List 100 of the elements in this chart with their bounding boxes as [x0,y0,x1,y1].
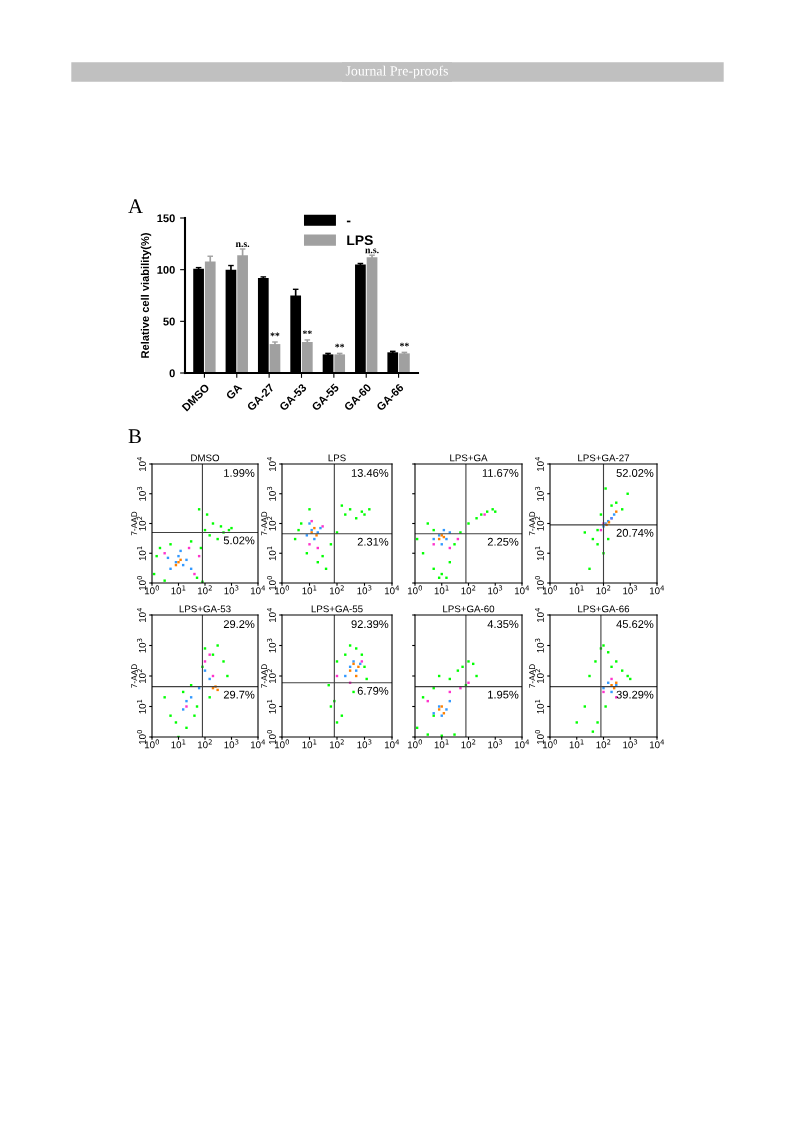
chart-title: LPS+GA-55 [311,605,363,613]
x-tick-label: 10$^{2}$ [596,585,611,595]
x-tick-label: 10$^{4}$ [514,739,530,749]
annotation: 39.29% [616,690,654,699]
y-axis-title: 7-AAD [529,664,536,688]
y-tick-label: 10$^{1}$ [267,699,276,714]
y-tick-label: 10$^{4}$ [535,456,544,472]
x-tick-label: 10$^{2}$ [461,585,476,595]
text: A [128,199,143,214]
x-tick-label: 10$^{1}$ [171,739,186,749]
x-tick-label: 10$^{4}$ [514,585,530,595]
legend-label: LPS [347,235,373,246]
y-tick-label: 10$^{3}$ [136,486,146,501]
y-axis-title: 7-AAD [131,664,138,688]
x-tick-label: 10$^{1}$ [434,585,449,595]
y-tick-label: 10$^{3}$ [136,638,146,653]
annotation: 29.2% [223,620,255,629]
x-tick-label: 10$^{0}$ [542,739,558,749]
annotation: 2.31% [357,537,389,546]
x-tick-label: 10$^{4}$ [250,739,266,749]
annotation: 6.79% [357,686,389,695]
y-tick-label: 10$^{1}$ [137,546,146,561]
x-tick-label: 10$^{3}$ [623,739,638,749]
x-tick-label: 10$^{3}$ [224,739,239,749]
x-tick-label: 10$^{3}$ [357,585,372,595]
y-axis-title: 7-AAD [261,664,268,688]
chart-title: LPS+GA-27 [578,454,630,462]
chart-title: LPS+GA-60 [443,605,495,613]
y-tick-label: 10$^{3}$ [534,638,544,653]
y-tick-label: 10$^{3}$ [266,638,276,653]
x-tick-label: 10$^{1}$ [302,739,317,749]
chart-title: LPS+GA-66 [578,605,630,613]
y-tick-label: 0 [169,369,175,378]
y-tick-label: 10$^{2}$ [534,516,544,531]
y-tick-label: 10$^{2}$ [136,669,146,684]
x-tick-label: 10$^{0}$ [542,585,558,595]
y-tick-label: 100 [157,265,175,274]
y-axis-title: 7-AAD [261,511,268,536]
x-tick-label: 10$^{0}$ [407,739,423,749]
x-tick-label: 10$^{3}$ [224,585,239,595]
y-tick-label: 10$^{4}$ [267,456,276,472]
x-tick-label: 10$^{4}$ [250,585,266,595]
chart-title: DMSO [191,454,220,462]
y-tick-label: 10$^{2}$ [266,516,276,531]
y-tick-label: 50 [163,317,175,326]
annotation: ** [335,343,345,348]
legend-label: - [346,220,351,223]
x-tick-label: 10$^{0}$ [274,739,290,749]
x-tick-label: 10$^{0}$ [144,585,160,595]
x-tick-label: 10$^{3}$ [488,585,503,595]
y-tick-label: 150 [157,214,175,223]
y-axis-title: Relative cell viability(%) [140,233,152,358]
y-tick-label: 10$^{1}$ [535,699,544,714]
text: B [128,429,141,444]
y-tick-label: 10$^{2}$ [266,669,276,684]
y-tick-label: 10$^{2}$ [534,669,544,684]
annotation: 2.25% [487,537,519,546]
x-tick-label: 10$^{4}$ [649,585,665,595]
x-tick-label: 10$^{0}$ [274,585,290,595]
chart-title: LPS [328,454,346,462]
x-tick-label: 10$^{2}$ [329,585,344,595]
annotation: 52.02% [616,469,654,477]
annotation: ** [302,330,312,335]
x-tick-label: 10$^{2}$ [596,739,611,749]
chart-title: LPS+GA-53 [179,605,231,613]
annotation: ** [270,332,280,337]
x-tick-label: 10$^{3}$ [357,739,372,749]
annotation: 11.67% [482,469,519,477]
annotation: 4.35% [487,620,519,629]
x-tick-label: 10$^{2}$ [197,739,212,749]
y-tick-label: 10$^{4}$ [267,607,276,623]
x-tick-label: 10$^{2}$ [197,585,212,595]
annotation: 5.02% [223,536,255,545]
annotation: 29.7% [223,690,255,699]
annotation: 92.39% [351,620,389,629]
annotation: 20.74% [616,528,654,537]
x-tick-label: 10$^{4}$ [649,739,665,749]
x-tick-label: 10$^{3}$ [623,585,638,595]
chart-title: LPS+GA [450,454,488,462]
x-tick-label: 10$^{4}$ [384,739,400,749]
x-tick-label: 10$^{4}$ [384,585,400,595]
y-axis-title: 7-AAD [529,511,536,536]
annotation: 1.95% [488,690,519,699]
y-tick-label: 10$^{1}$ [267,546,276,561]
x-tick-label: 10$^{1}$ [569,739,584,749]
x-tick-label: 10$^{1}$ [171,585,186,595]
x-tick-label: 10$^{2}$ [329,739,344,749]
annotation: 13.46% [351,469,389,477]
x-tick-label: 10$^{3}$ [488,739,503,749]
annotation: 1.99% [224,469,255,477]
annotation: n.s. [365,248,379,254]
y-tick-label: 10$^{2}$ [136,516,146,531]
x-tick-label: 10$^{1}$ [434,739,449,749]
y-tick-label: 10$^{4}$ [535,607,544,623]
annotation: ** [399,342,409,347]
y-tick-label: 10$^{4}$ [137,607,146,623]
x-tick-label: 10$^{0}$ [144,739,160,749]
y-tick-label: 10$^{3}$ [266,486,276,501]
x-tick-label: GA [225,383,243,400]
annotation: 45.62% [616,620,654,629]
